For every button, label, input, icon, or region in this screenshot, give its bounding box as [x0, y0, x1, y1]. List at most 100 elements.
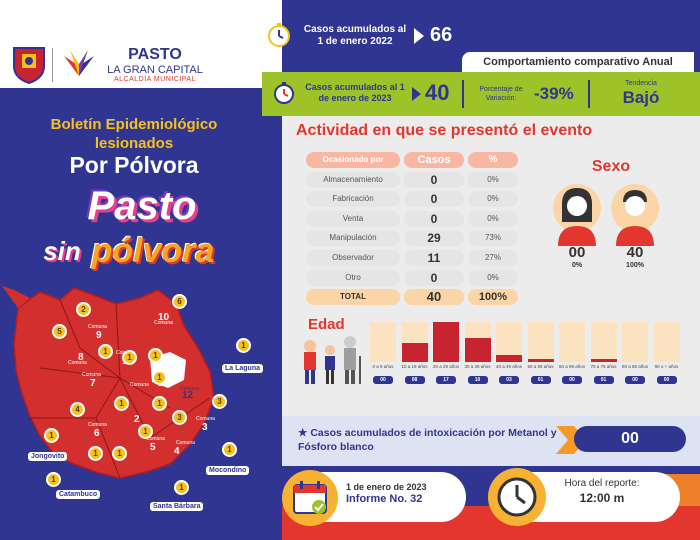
trend-value: Bajó — [622, 88, 660, 107]
age-group-value: 00 — [656, 376, 677, 384]
case-count-pin: 1 — [88, 446, 103, 461]
age-bar-8 — [622, 322, 648, 362]
place-label-jongovito: Jongovito — [28, 452, 68, 461]
commune-label: Comuna — [68, 360, 87, 366]
female-count: 00 — [568, 244, 586, 261]
activity-name: Almacenamiento — [306, 171, 400, 188]
age-bar-6 — [559, 322, 585, 362]
age-bar-fill-3 — [464, 338, 491, 362]
table-row: Venta 0 0% — [306, 209, 518, 229]
table-total-row: TOTAL 40 100% — [306, 287, 518, 307]
case-count-pin: 1 — [44, 428, 59, 443]
brand-pasto-logo: Pasto — [87, 184, 197, 228]
age-bar-fill-5 — [527, 359, 554, 362]
activity-cases: 11 — [404, 249, 464, 266]
case-count-pin: 3 — [212, 394, 227, 409]
male-count: 40 — [626, 244, 644, 261]
commune-number-7: 7 — [90, 378, 96, 389]
age-bar-7 — [590, 322, 617, 362]
age-bar-3 — [464, 322, 491, 362]
activity-title: Actividad en que se presentó el evento — [296, 122, 593, 139]
star-icon: ★ — [298, 427, 311, 439]
activity-cases: 29 — [404, 230, 464, 247]
age-group-value: 17 — [436, 376, 456, 384]
age-bar-0 — [370, 322, 396, 362]
activity-name: Manipulación — [306, 230, 400, 247]
header-cell: Ocasionado por — [306, 152, 400, 168]
case-count-pin: 1 — [148, 348, 163, 363]
commune-label: Comuna — [154, 320, 173, 326]
map-shape — [2, 286, 215, 479]
age-group-value: 00 — [562, 376, 582, 384]
case-count-pin: 5 — [52, 324, 67, 339]
brand-sin-logo: sin — [43, 236, 81, 266]
table-row: Otro 0 0% — [306, 268, 518, 288]
age-group-value: 03 — [499, 376, 519, 384]
table-row: Observador 11 27% — [306, 248, 518, 268]
activity-pct: 0% — [468, 210, 518, 227]
activity-cases: 0 — [404, 210, 464, 227]
case-count-pin: 3 — [172, 410, 187, 425]
logo-separator — [52, 48, 53, 82]
commune-map: Comuna 9 Comuna 10 Comuna 8 Comuna 1 Com… — [0, 268, 282, 540]
cumulative-2022-label: Casos acumulados al 1 de enero 2022 — [303, 24, 407, 47]
age-group-label: 20 a 29 años — [432, 364, 460, 369]
commune-number-3: 3 — [202, 422, 208, 433]
female-pct: 0% — [571, 262, 583, 269]
case-count-pin: 1 — [114, 396, 129, 411]
metanol-label: ★ Casos acumulados de intoxicación por M… — [298, 426, 558, 454]
total-cases: 40 — [404, 289, 464, 306]
divider — [462, 80, 464, 108]
age-group-label: 50 a 59 años — [527, 364, 554, 369]
age-title: Edad — [308, 316, 345, 333]
cumulative-2023-label: Casos acumulados al 1 de enero de 2023 — [305, 82, 405, 103]
sex-title: Sexo — [591, 158, 631, 175]
header-cell: % — [468, 152, 518, 168]
commune-label: Comuna — [176, 440, 195, 446]
comparative-tab: Comportamiento comparativo Anual — [462, 52, 694, 72]
divider — [588, 80, 590, 108]
age-group-label: 40 a 49 años — [495, 364, 523, 369]
commune-label: Comuna — [146, 436, 165, 442]
table-row: Manipulación 29 73% — [306, 228, 518, 248]
activity-name: Observador — [306, 249, 400, 266]
table-header: Ocasionado por Casos % — [306, 150, 518, 170]
commune-number-4: 4 — [174, 446, 180, 457]
case-count-pin: 1 — [222, 442, 237, 457]
case-count-pin: 1 — [236, 338, 251, 353]
logo-subtitle: LA GRAN CAPITAL — [107, 64, 203, 76]
age-group-label: 0 a 9 años — [372, 364, 394, 369]
commune-label: Comuna — [88, 324, 107, 330]
activity-table: Ocasionado por Casos % Almacenamiento 0 … — [306, 150, 518, 307]
place-label-catambuco: Catambuco — [56, 490, 101, 499]
age-group-value: 01 — [593, 376, 614, 384]
arrow-right-icon — [414, 28, 424, 44]
activity-cases: 0 — [404, 191, 464, 208]
calendar-icon — [293, 481, 327, 514]
age-bar-9 — [653, 322, 680, 362]
age-group-value: 10 — [467, 376, 488, 384]
total-label: TOTAL — [306, 289, 400, 306]
cumulative-2022-value: 66 — [430, 24, 453, 46]
variation-value: -39% — [534, 84, 574, 103]
activity-cases: 0 — [404, 171, 464, 188]
variation-label: Porcentaje de Variación: — [479, 86, 523, 102]
male-icon — [611, 184, 659, 246]
activity-name: Fabricación — [306, 191, 400, 208]
bulletin-title: Boletín Epidemiológico lesionados — [50, 116, 218, 152]
case-count-pin: 1 — [152, 396, 167, 411]
commune-number-10: 10 — [158, 312, 170, 323]
commune-label: Comuna — [196, 416, 215, 422]
report-date: 1 de enero de 2023 — [346, 482, 427, 492]
arrow-right-icon — [412, 87, 421, 101]
case-count-pin: 1 — [174, 480, 189, 495]
case-count-pin: 1 — [138, 424, 153, 439]
age-bar-5 — [527, 322, 554, 362]
metanol-value: 00 — [574, 426, 686, 452]
table-row: Almacenamiento 0 0% — [306, 170, 518, 190]
age-bar-fill-4 — [496, 354, 522, 362]
age-group-label: 10 a 19 años — [401, 364, 428, 369]
age-group-value: 01 — [530, 376, 551, 384]
age-bar-fill-7 — [590, 359, 617, 362]
activity-pct: 0% — [468, 171, 518, 188]
